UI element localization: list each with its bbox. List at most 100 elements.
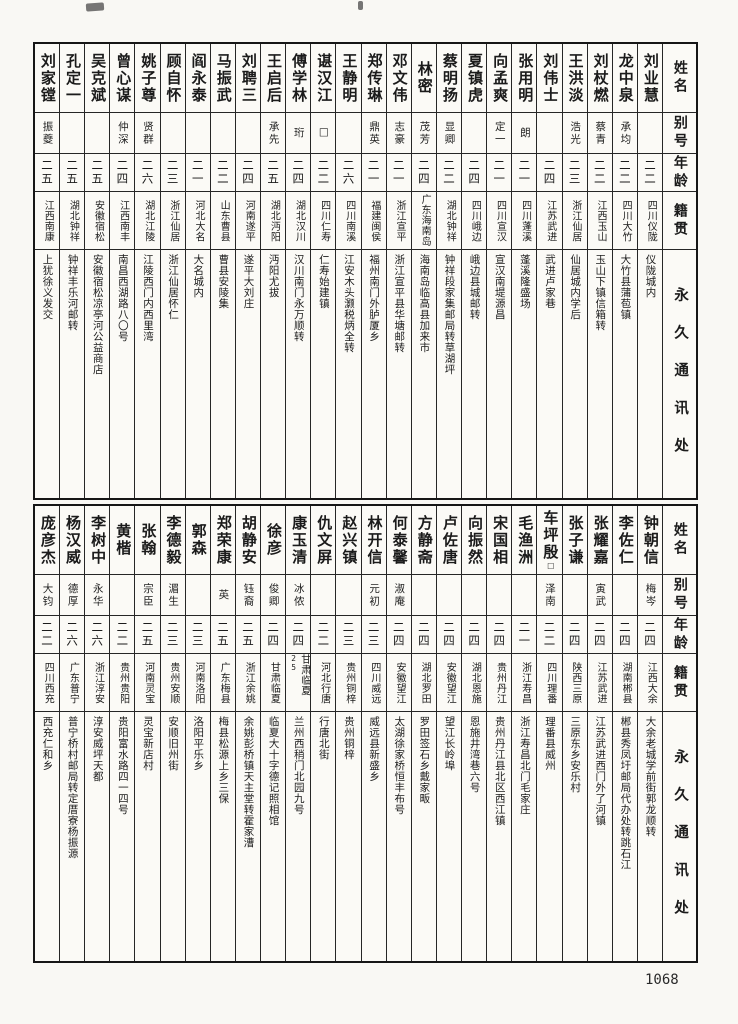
small-annotation: □ [546,561,556,570]
person-address-text: 宣汉南堤源昌 [493,254,506,320]
person-address: 玉山下镇信箱转 [588,250,612,498]
person-alias [60,113,85,154]
person-column: 林开信 元初 二三 四川威远 威远县新盛乡 [360,506,386,961]
person-native-place-text: 江苏武进 [594,661,606,704]
person-native-place-text: 安徽望江 [393,661,405,704]
person-address: 江苏武进西门外了河镇 [588,712,612,961]
person-address: 南昌西湖路八〇号 [110,250,134,498]
person-name-text: 曾心谋 [114,52,133,104]
person-age: 二一 [512,616,537,654]
person-column: 宋国相 二四 贵州丹江 贵州丹江县北区西江镇 [486,506,512,961]
person-address: 临夏大十字德记照相馆 [261,712,285,961]
header-name-label: 姓名 [663,44,696,113]
person-alias-text: 淑庵 [393,582,406,608]
person-address: 上犹徐义发交 [35,250,59,498]
person-age: 二四 [462,154,487,192]
small-annotation: 25 [289,654,299,672]
header-alias-label-text: 别号 [671,115,688,151]
person-address-text: 大余老城学前街郭龙顺转 [644,716,657,837]
person-native-place: 四川南溪 [336,192,361,250]
person-native-place-text: 贵州安顺 [167,661,179,704]
person-address: 浙江仙居怀仁 [161,250,185,498]
person-age: 二二 [34,616,59,654]
person-alias-text: 志豪 [393,120,406,146]
person-alias-text: 浩光 [569,120,582,146]
person-address-text: 江安木头灏税炳全转 [342,254,355,353]
person-address-text: 武进卢家巷 [543,254,556,309]
header-native-label: 籍贯 [663,192,696,250]
person-native-place: 江西南丰 [110,192,135,250]
person-address-text: 贵州铜梓 [342,716,355,760]
person-address: 峨边县城邮转 [462,250,486,498]
person-address: 大名城内 [186,250,210,498]
person-native-place-text: 四川大竹 [620,199,632,242]
person-column: 郑传琳 鼎英 二一 福建闽侯 福州南门外胪厦乡 [360,44,386,498]
person-address-text: 南昌西湖路八〇号 [116,254,129,342]
person-address: 贵州铜梓 [336,712,360,961]
person-age-text: 二五 [240,621,255,648]
person-native-place-text: 贵州丹江 [494,661,506,704]
person-native-place-text: 江苏武进 [544,199,556,242]
person-address-text: 贵州丹江县北区西江镇 [493,716,506,826]
person-alias [637,113,662,154]
header-native-label-text: 籍贯 [671,202,688,239]
person-age-text: 二四 [291,159,306,186]
person-name: 王静明 [336,44,361,113]
person-address: 大余老城学前街郭龙顺转 [638,712,662,961]
person-name: 黄楷 [110,506,135,575]
person-age: 二三 [336,616,361,654]
person-alias: 珩 [286,113,311,154]
person-address-text: 威远县新盛乡 [368,716,381,782]
person-alias: 寅武 [587,575,612,616]
person-name: 向振然 [462,506,487,575]
person-column: 孔定一 二五 湖北钟祥 钟祥丰乐河邮转 [59,44,85,498]
person-address-text: 仙居城内学后 [569,254,582,320]
person-age: 二二 [587,154,612,192]
person-name: 宋国相 [487,506,512,575]
person-native-place: 福建闽侯 [361,192,386,250]
person-address: 曹县安陵集 [211,250,235,498]
person-name-text: 胡静安 [239,514,258,566]
directory-table-top: 姓名 别号 年龄 籍贯 永久通讯处 刘业慧 二二 四川仪陇 仪陇城内 龙中泉 承均 二二 四川大竹 大竹县… [33,42,698,500]
person-name: 方静斋 [411,506,436,575]
person-name-text: 李树中 [89,514,108,566]
person-name-text: 李佐仁 [616,514,635,566]
person-native-place-text: 陕西三原 [569,661,581,704]
person-age: 二三 [361,616,386,654]
person-name: 杨汉威 [60,506,85,575]
person-name-text: 孔定一 [63,52,82,104]
person-native-place: 甘肃临夏25 [286,654,311,712]
person-alias-text: 珩 [292,126,305,140]
header-age-label: 年龄 [663,154,696,192]
person-age: 二六 [85,616,110,654]
person-address: 梅县松源上乡三保 [211,712,235,961]
person-name: 王洪淡 [562,44,587,113]
person-alias [311,575,336,616]
person-alias [612,575,637,616]
person-address-text: 三原东乡安乐村 [569,716,582,793]
person-native-place-text: 湖北汉川 [293,199,305,242]
person-native-place: 湖北罗田 [411,654,436,712]
person-address-text: 江苏武进西门外了河镇 [594,716,607,826]
person-native-place-text: 浙江仙居 [167,199,179,242]
person-name: 吴克斌 [85,44,110,113]
person-alias-text: 承先 [267,120,280,146]
person-age-text: 二一 [517,621,532,648]
person-age: 二三 [562,154,587,192]
person-column: 徐彦 俊卿 二四 甘肃临夏 临夏大十字德记照相馆 [260,506,286,961]
person-address-text: 普宁桥村邮局转定厝寮杨振源 [66,716,79,859]
person-alias [185,113,210,154]
person-age: 二四 [637,616,662,654]
person-age-text: 二二 [441,159,456,186]
person-native-place: 四川宣汉 [487,192,512,250]
person-address: 望江长岭埠 [437,712,461,961]
person-age-text: 二四 [467,621,482,648]
person-native-place-text: 四川理番 [544,661,556,704]
person-address: 钟祥段家集邮局转草湖坪 [437,250,461,498]
person-address-text: 郴县秀凤圩邮局代办处转跳石江 [619,716,632,870]
person-name-text: 黄楷 [114,523,133,557]
person-address-text: 浙江宣平县华塘邮转 [393,254,406,353]
person-native-place-text: 河北大名 [192,199,204,242]
person-native-place: 浙江宣平 [386,192,411,250]
person-alias: 泽南 [537,575,562,616]
